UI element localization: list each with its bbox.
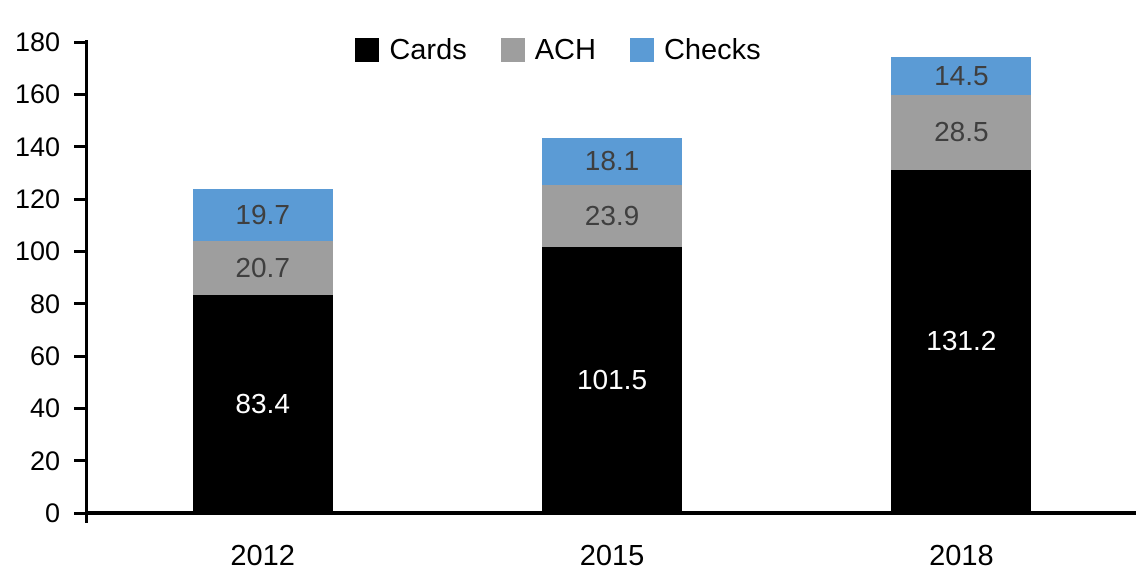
bar-value-label: 23.9 bbox=[584, 200, 640, 232]
legend-swatch-icon bbox=[629, 38, 654, 62]
y-axis-tick-label: 40 bbox=[29, 393, 60, 424]
y-axis-tick bbox=[74, 406, 86, 410]
bar-segment-checks-2018: 14.5 bbox=[891, 57, 1032, 96]
x-axis-category-label: 2015 bbox=[579, 540, 645, 572]
bar-segment-cards-2018: 131.2 bbox=[891, 169, 1032, 513]
legend-item-checks: Checks bbox=[629, 33, 761, 66]
legend-swatch-icon bbox=[500, 38, 525, 62]
y-axis-tick-label: 140 bbox=[14, 131, 60, 162]
bar-segment-checks-2012: 19.7 bbox=[192, 189, 333, 241]
legend: Cards ACH Checks bbox=[0, 33, 1116, 67]
bar-value-label: 14.5 bbox=[934, 60, 989, 92]
y-axis-tick-label: 180 bbox=[14, 27, 60, 57]
y-axis-tick-label: 20 bbox=[29, 445, 60, 476]
y-axis-tick-label: 80 bbox=[29, 288, 60, 319]
y-axis-tick bbox=[74, 354, 86, 358]
x-axis-origin-tick bbox=[85, 515, 88, 523]
y-axis-tick-label: 100 bbox=[14, 236, 60, 267]
y-axis-tick bbox=[74, 459, 86, 463]
legend-label: ACH bbox=[534, 33, 596, 66]
y-axis-tick bbox=[74, 249, 86, 253]
y-axis-tick bbox=[74, 92, 86, 96]
bar-value-label: 131.2 bbox=[926, 325, 997, 357]
y-axis-tick bbox=[74, 40, 86, 44]
legend-item-cards: Cards bbox=[355, 33, 467, 66]
y-axis-tick bbox=[74, 302, 86, 306]
bar-segment-cards-2012: 83.4 bbox=[192, 294, 333, 513]
bar-value-label: 101.5 bbox=[576, 364, 648, 396]
bar-value-label: 18.1 bbox=[584, 145, 640, 177]
bar-segment-ach-2015: 23.9 bbox=[542, 184, 682, 248]
legend-swatch-icon bbox=[355, 38, 380, 62]
x-axis-category-label: 2012 bbox=[230, 540, 295, 572]
y-axis-tick-label: 0 bbox=[44, 498, 60, 528]
legend-label: Checks bbox=[663, 33, 761, 66]
bar-segment-ach-2018: 28.5 bbox=[891, 95, 1032, 170]
y-axis bbox=[85, 40, 88, 515]
bar-value-label: 19.7 bbox=[235, 198, 290, 230]
y-axis-tick-label: 120 bbox=[14, 184, 60, 214]
bar-segment-ach-2012: 20.7 bbox=[192, 240, 333, 295]
x-axis bbox=[85, 511, 1136, 515]
y-axis-tick bbox=[74, 197, 86, 201]
bar-segment-cards-2015: 101.5 bbox=[542, 247, 682, 513]
bar-value-label: 28.5 bbox=[934, 116, 989, 148]
x-axis-category-label: 2018 bbox=[929, 540, 994, 572]
y-axis-tick-label: 60 bbox=[29, 341, 60, 371]
legend-item-ach: ACH bbox=[500, 33, 596, 66]
legend-label: Cards bbox=[389, 33, 467, 66]
bar-value-label: 20.7 bbox=[235, 251, 290, 283]
y-axis-tick-label: 160 bbox=[14, 79, 60, 110]
y-axis-tick bbox=[74, 511, 86, 515]
bar-value-label: 83.4 bbox=[235, 387, 290, 419]
y-axis-tick bbox=[74, 145, 86, 149]
bar-segment-checks-2015: 18.1 bbox=[542, 137, 682, 185]
